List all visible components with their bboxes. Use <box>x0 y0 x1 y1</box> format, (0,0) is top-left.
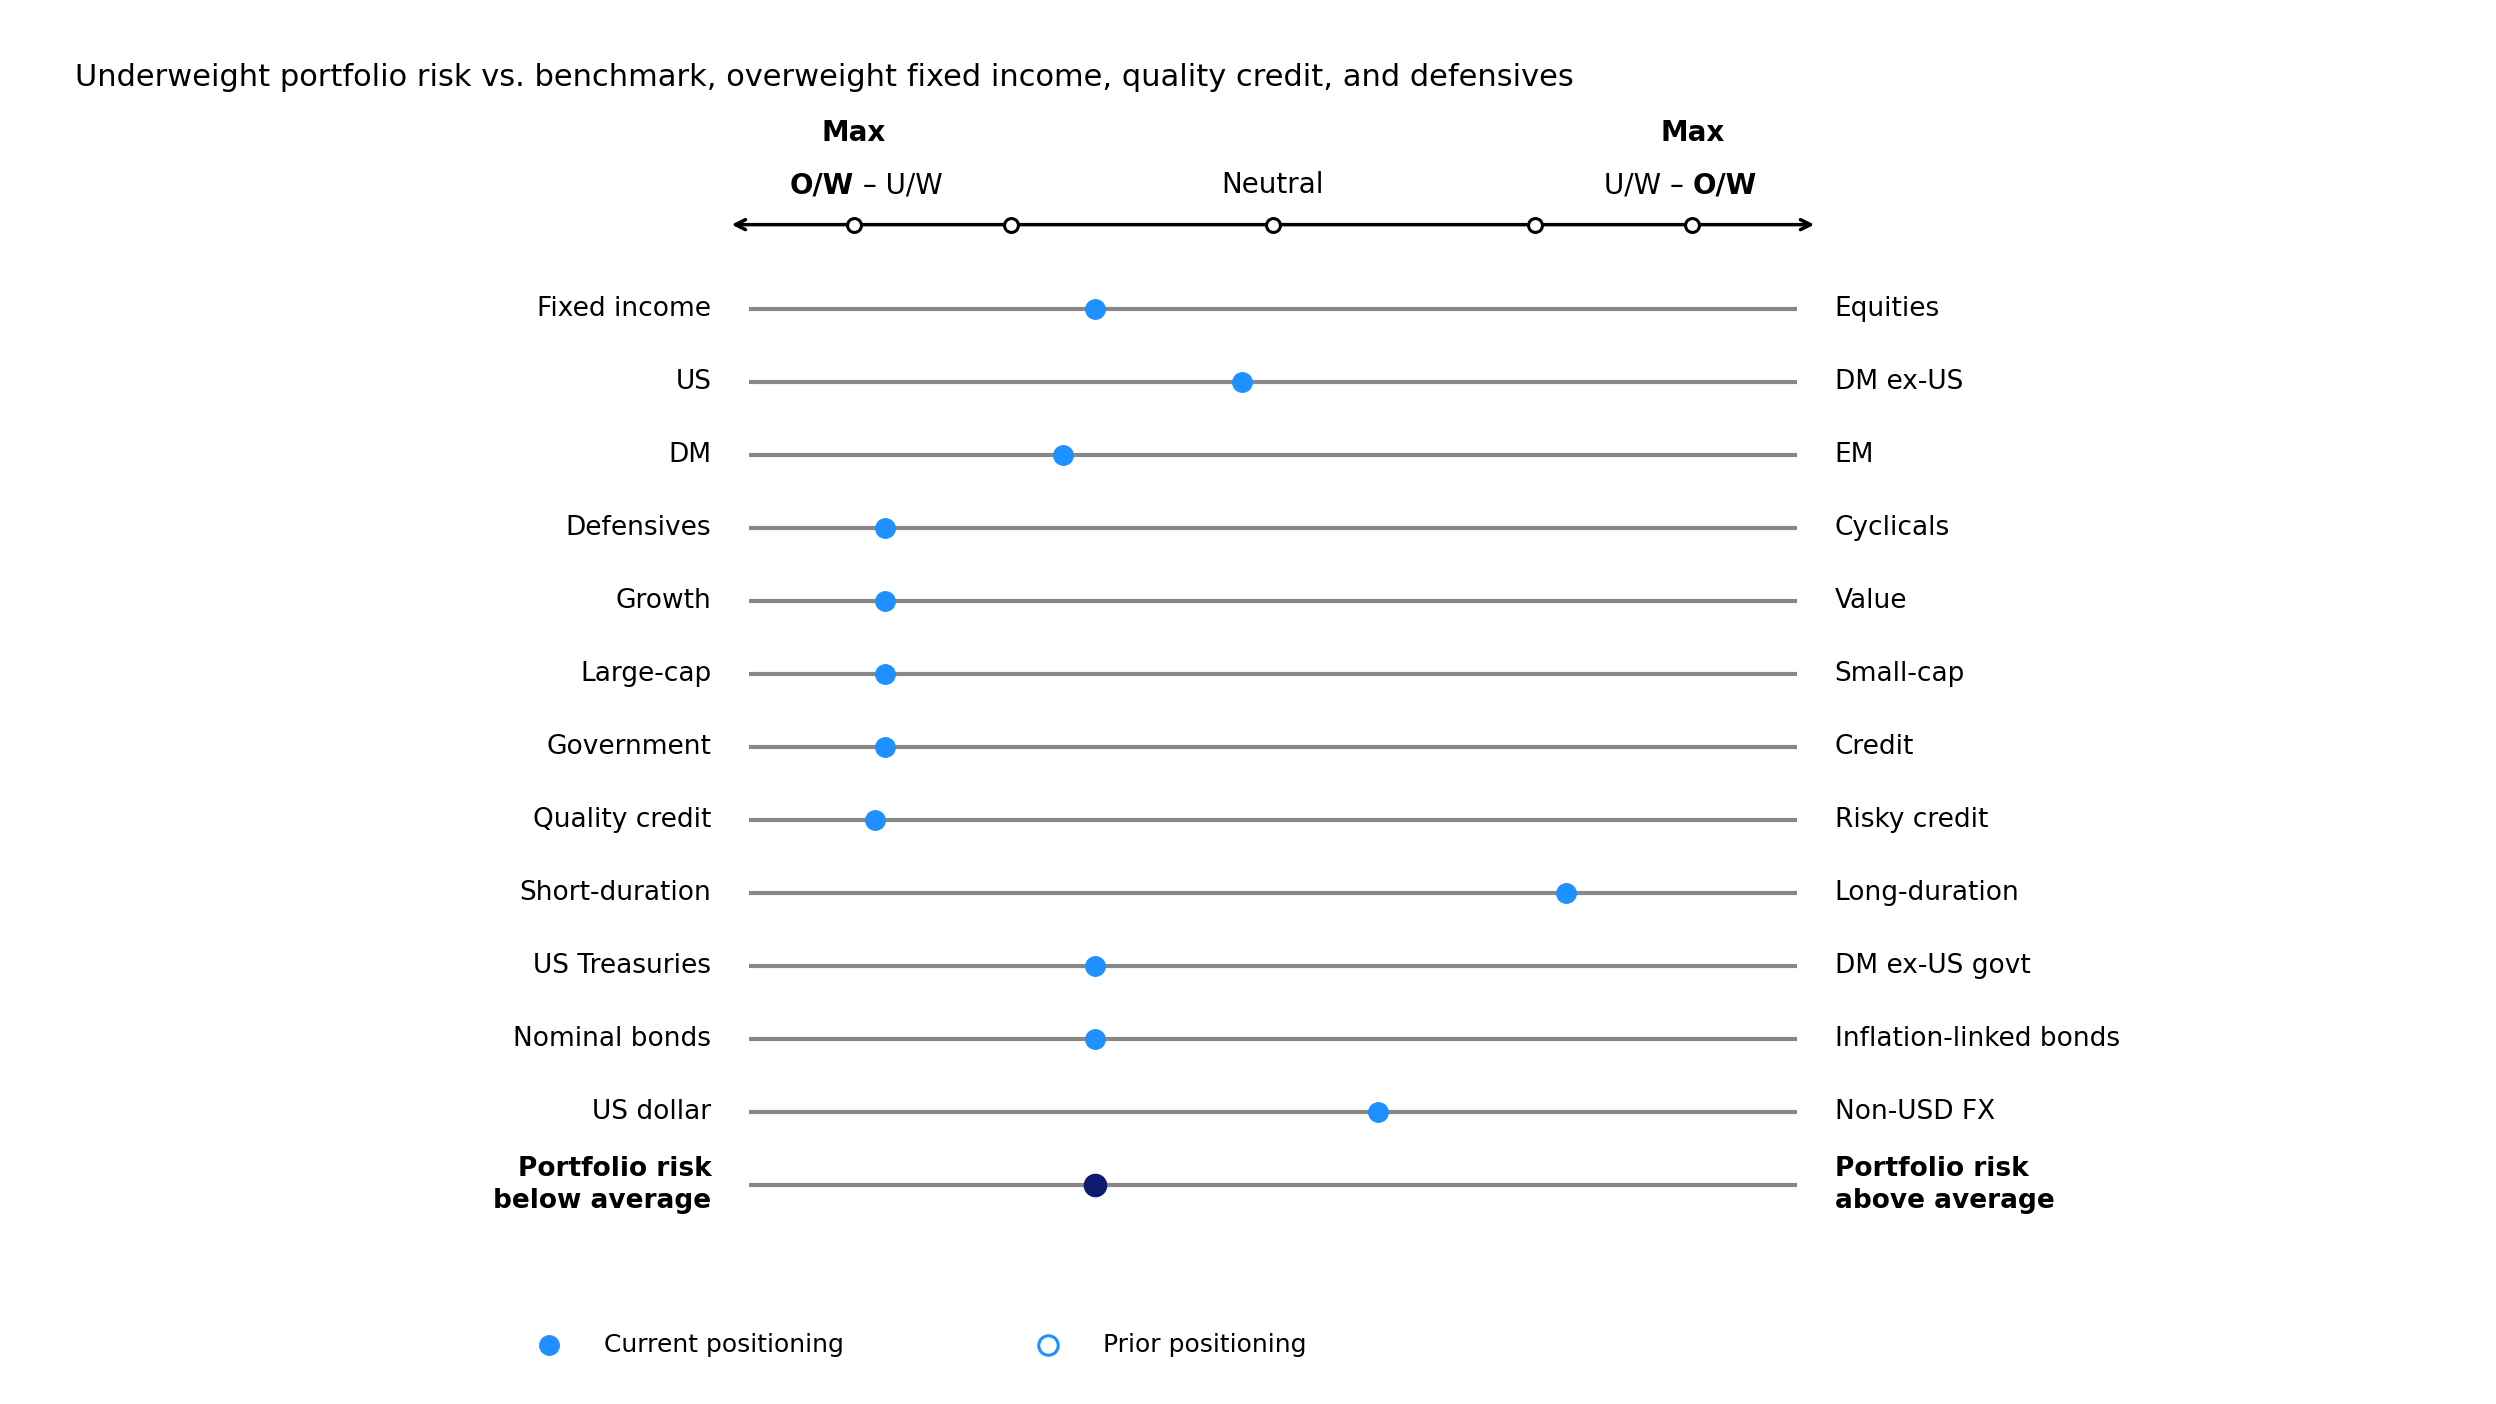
Text: Long-duration: Long-duration <box>1835 880 2019 906</box>
Text: Short-duration: Short-duration <box>519 880 711 906</box>
Text: US dollar: US dollar <box>592 1099 711 1125</box>
Text: Current positioning: Current positioning <box>604 1332 844 1358</box>
Text: Non-USD FX: Non-USD FX <box>1835 1099 1994 1125</box>
Text: Small-cap: Small-cap <box>1835 661 1964 687</box>
Text: U/W –: U/W – <box>1602 171 1692 199</box>
Text: US Treasuries: US Treasuries <box>534 953 711 979</box>
Text: Max: Max <box>1660 119 1725 147</box>
Text: O/W: O/W <box>1692 171 1757 199</box>
Text: Cyclicals: Cyclicals <box>1835 515 1949 541</box>
Text: – U/W: – U/W <box>854 171 943 199</box>
Text: Risky credit: Risky credit <box>1835 807 1987 833</box>
Text: Inflation-linked bonds: Inflation-linked bonds <box>1835 1026 2119 1052</box>
Text: DM ex-US govt: DM ex-US govt <box>1835 953 2029 979</box>
Text: O/W: O/W <box>789 171 854 199</box>
Text: Neutral: Neutral <box>1221 171 1325 199</box>
Text: DM ex-US: DM ex-US <box>1835 369 1962 395</box>
Text: EM: EM <box>1835 442 1874 468</box>
Text: Nominal bonds: Nominal bonds <box>514 1026 711 1052</box>
Text: Quality credit: Quality credit <box>534 807 711 833</box>
Text: Underweight portfolio risk vs. benchmark, overweight fixed income, quality credi: Underweight portfolio risk vs. benchmark… <box>75 63 1572 93</box>
Text: Equities: Equities <box>1835 296 1939 322</box>
Text: Fixed income: Fixed income <box>537 296 711 322</box>
Text: Government: Government <box>547 734 711 760</box>
Text: US: US <box>676 369 711 395</box>
Text: Portfolio risk
above average: Portfolio risk above average <box>1835 1155 2054 1214</box>
Text: Credit: Credit <box>1835 734 1914 760</box>
Text: Value: Value <box>1835 588 1907 614</box>
Text: Portfolio risk
below average: Portfolio risk below average <box>494 1155 711 1214</box>
Text: Defensives: Defensives <box>567 515 711 541</box>
Text: Growth: Growth <box>617 588 711 614</box>
Text: DM: DM <box>669 442 711 468</box>
Text: Max: Max <box>821 119 886 147</box>
Text: Prior positioning: Prior positioning <box>1103 1332 1308 1358</box>
Text: Large-cap: Large-cap <box>579 661 711 687</box>
